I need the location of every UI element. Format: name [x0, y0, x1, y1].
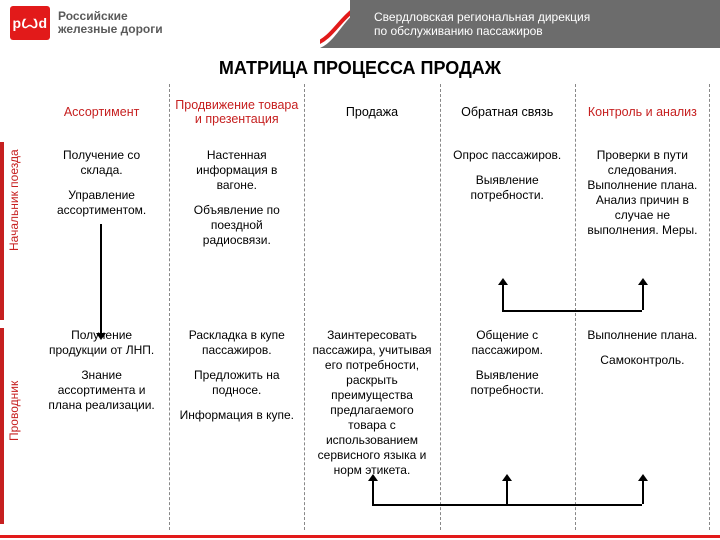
colhdr-sale: Продажа	[304, 84, 439, 140]
cell-r2-c2: Раскладка в купе пассажиров. Предложить …	[169, 320, 304, 530]
text-r2c5b: Самоконтроль.	[583, 353, 702, 368]
rzd-logo: pꙌd	[10, 6, 50, 40]
role-bar-1	[0, 142, 4, 320]
cells: Получение со склада. Управление ассортим…	[34, 140, 710, 530]
role-label-manager: Начальник поезда	[7, 231, 21, 251]
header: pꙌd Российские железные дороги Свердловс…	[0, 0, 720, 48]
arrow-r1-c5-up	[642, 284, 644, 310]
page: pꙌd Российские железные дороги Свердловс…	[0, 0, 720, 540]
text-r1c5: Проверки в пути следования. Выполнение п…	[583, 148, 702, 238]
cell-r1-c4: Опрос пассажиров. Выявление потребности.	[440, 140, 575, 320]
org-name: Российские железные дороги	[58, 10, 163, 35]
dept-line2: по обслуживанию пассажиров	[374, 24, 720, 38]
colhdr-feedback: Обратная связь	[440, 84, 575, 140]
cell-r2-c1: Получение продукции от ЛНП. Знание ассор…	[34, 320, 169, 530]
colhdr-promotion: Продвижение товара и презентация	[169, 84, 304, 140]
text-r1c1a: Получение со склада.	[42, 148, 161, 178]
org-name-line2: железные дороги	[58, 22, 163, 36]
page-title: МАТРИЦА ПРОЦЕССА ПРОДАЖ	[0, 58, 720, 79]
dept-line1: Свердловская региональная дирекция	[374, 10, 720, 24]
arrow-r2-c3-up	[372, 480, 374, 504]
text-r2c2a: Раскладка в купе пассажиров.	[177, 328, 296, 358]
colhdr-assortment: Ассортимент	[34, 84, 169, 140]
text-r1c2a: Настенная информация в вагоне.	[177, 148, 296, 193]
text-r2c2c: Информация в купе.	[177, 408, 296, 423]
cell-r1-c3	[304, 140, 439, 320]
text-r2c2b: Предложить на подносе.	[177, 368, 296, 398]
arrow-r2-c4-up	[506, 480, 508, 504]
header-left: pꙌd Российские железные дороги	[10, 6, 163, 40]
dept-name: Свердловская региональная дирекция по об…	[350, 0, 720, 48]
arrow-col1-down	[100, 224, 102, 334]
cell-r1-c2: Настенная информация в вагоне. Объявлени…	[169, 140, 304, 320]
text-r2c1b: Знание ассортимента и плана реализации.	[42, 368, 161, 413]
arrow-r1-c4-up	[502, 284, 504, 310]
colhdr-control: Контроль и анализ	[575, 84, 710, 140]
matrix: Начальник поезда Проводник Ассортимент П…	[34, 84, 710, 530]
arrow-r2-c5-up	[642, 480, 644, 504]
text-r2c3: Заинтересовать пассажира, учитывая его п…	[312, 328, 431, 478]
column-headers: Ассортимент Продвижение товара и презент…	[34, 84, 710, 140]
text-r1c1b: Управление ассортиментом.	[42, 188, 161, 218]
connector-r1-c4c5	[502, 310, 642, 312]
text-r1c4a: Опрос пассажиров.	[448, 148, 567, 163]
footer-accent	[0, 535, 720, 538]
text-r2c4b: Выявление потребности.	[448, 368, 567, 398]
role-bar-2	[0, 328, 4, 524]
text-r1c4b: Выявление потребности.	[448, 173, 567, 203]
text-r1c2b: Объявление по поездной радиосвязи.	[177, 203, 296, 248]
role-label-conductor: Проводник	[7, 421, 21, 441]
text-r2c5a: Выполнение плана.	[583, 328, 702, 343]
connector-r2-c345	[372, 504, 642, 506]
text-r2c4a: Общение с пассажиром.	[448, 328, 567, 358]
